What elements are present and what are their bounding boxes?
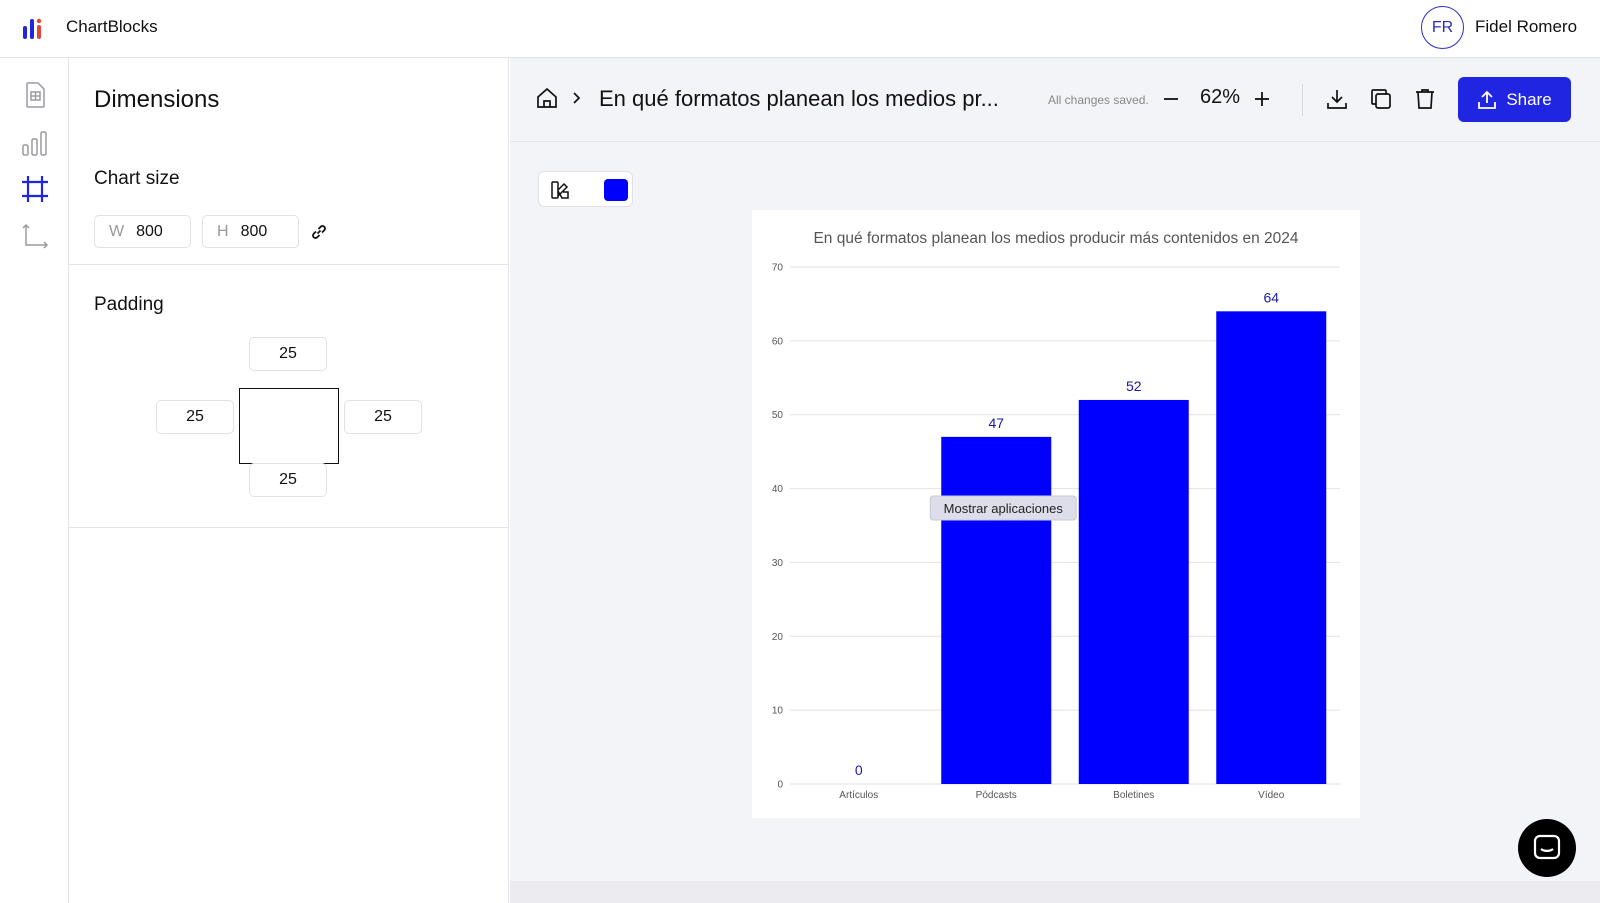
dimensions-panel: Dimensions Chart size W 800 H 800 Paddin… xyxy=(69,58,509,903)
zoom-out-icon[interactable] xyxy=(1162,90,1180,108)
app-name: ChartBlocks xyxy=(66,17,158,36)
left-rail xyxy=(0,58,69,903)
save-status: All changes saved. xyxy=(1048,93,1149,107)
chartblocks-logo-icon[interactable] xyxy=(22,16,46,40)
duplicate-icon[interactable] xyxy=(1370,88,1392,110)
home-icon[interactable] xyxy=(535,86,559,110)
share-label: Share xyxy=(1506,89,1552,109)
crop-frame-icon[interactable] xyxy=(20,174,50,204)
height-field[interactable]: H 800 xyxy=(202,215,299,248)
chart-card: En qué formatos planean los medios produ… xyxy=(752,210,1360,818)
toolbar-separator xyxy=(1302,84,1303,116)
chart-name[interactable]: En qué formatos planean los medios pr... xyxy=(599,86,999,111)
y-tick-label: 40 xyxy=(772,484,784,495)
bar xyxy=(1216,311,1327,784)
chart-title: En qué formatos planean los medios produ… xyxy=(813,230,1299,247)
divider xyxy=(69,527,509,528)
y-tick-label: 60 xyxy=(772,336,784,347)
padding-top-input[interactable]: 25 xyxy=(249,337,327,371)
link-aspect-icon[interactable] xyxy=(309,222,329,242)
y-tick-label: 10 xyxy=(772,706,784,717)
zoom-in-icon[interactable] xyxy=(1253,90,1271,108)
y-tick-label: 20 xyxy=(772,632,784,643)
y-tick-label: 0 xyxy=(777,780,783,791)
x-tick-label: Boletines xyxy=(1113,790,1154,801)
chevron-right-icon xyxy=(570,90,584,106)
width-field[interactable]: W 800 xyxy=(94,215,191,248)
share-upload-icon xyxy=(1478,90,1497,109)
height-value: 800 xyxy=(240,222,268,240)
y-tick-label: 30 xyxy=(772,558,784,569)
padding-preview-box xyxy=(239,388,339,464)
tooltip-text: Mostrar aplicaciones xyxy=(944,501,1064,516)
bar xyxy=(941,436,1052,784)
editor-toolbar: En qué formatos planean los medios pr...… xyxy=(510,58,1600,142)
axes-icon[interactable] xyxy=(20,222,50,252)
width-value: 800 xyxy=(136,222,163,240)
chart-style-toolbar xyxy=(538,171,633,207)
user-avatar[interactable]: FR xyxy=(1421,6,1464,49)
horizontal-scrollbar[interactable] xyxy=(510,881,1600,903)
data-label: 52 xyxy=(1126,378,1142,394)
download-icon[interactable] xyxy=(1326,88,1348,110)
y-tick-label: 50 xyxy=(772,410,784,421)
data-label: 64 xyxy=(1263,289,1279,305)
y-tick-label: 70 xyxy=(772,263,784,274)
padding-label: Padding xyxy=(94,294,164,315)
tooltip-box xyxy=(929,495,1077,521)
chat-icon xyxy=(1533,834,1561,860)
trash-icon[interactable] xyxy=(1414,88,1436,110)
chart-size-label: Chart size xyxy=(94,168,180,189)
padding-right-input[interactable]: 25 xyxy=(344,400,422,434)
data-grid-icon[interactable] xyxy=(20,80,50,110)
user-name[interactable]: Fidel Romero xyxy=(1475,17,1578,36)
zoom-level: 62% xyxy=(1200,86,1241,108)
top-bar: ChartBlocks FR Fidel Romero xyxy=(0,0,1600,58)
bar-chart-icon[interactable] xyxy=(20,128,50,158)
bar-chart: 0 10 20 30 40 50 60 70 0 Artículos 47 Pódcasts 52 Bol… xyxy=(772,263,1340,801)
height-prefix: H xyxy=(217,222,229,240)
padding-left-input[interactable]: 25 xyxy=(156,400,234,434)
panel-title: Dimensions xyxy=(94,86,220,113)
share-button[interactable]: Share xyxy=(1458,77,1571,122)
chat-launcher-button[interactable] xyxy=(1518,819,1576,877)
palette-icon[interactable] xyxy=(549,179,571,201)
series-color-swatch[interactable] xyxy=(604,179,628,201)
data-label: 0 xyxy=(855,762,863,778)
x-tick-label: Vídeo xyxy=(1258,790,1285,801)
x-tick-label: Artículos xyxy=(839,790,878,801)
x-tick-label: Pódcasts xyxy=(976,790,1017,801)
divider xyxy=(69,264,509,265)
width-prefix: W xyxy=(109,222,125,240)
padding-bottom-input[interactable]: 25 xyxy=(249,463,327,497)
canvas-area: En qué formatos planean los medios pr...… xyxy=(510,58,1600,903)
data-label: 47 xyxy=(988,415,1004,431)
bar xyxy=(1078,399,1189,784)
